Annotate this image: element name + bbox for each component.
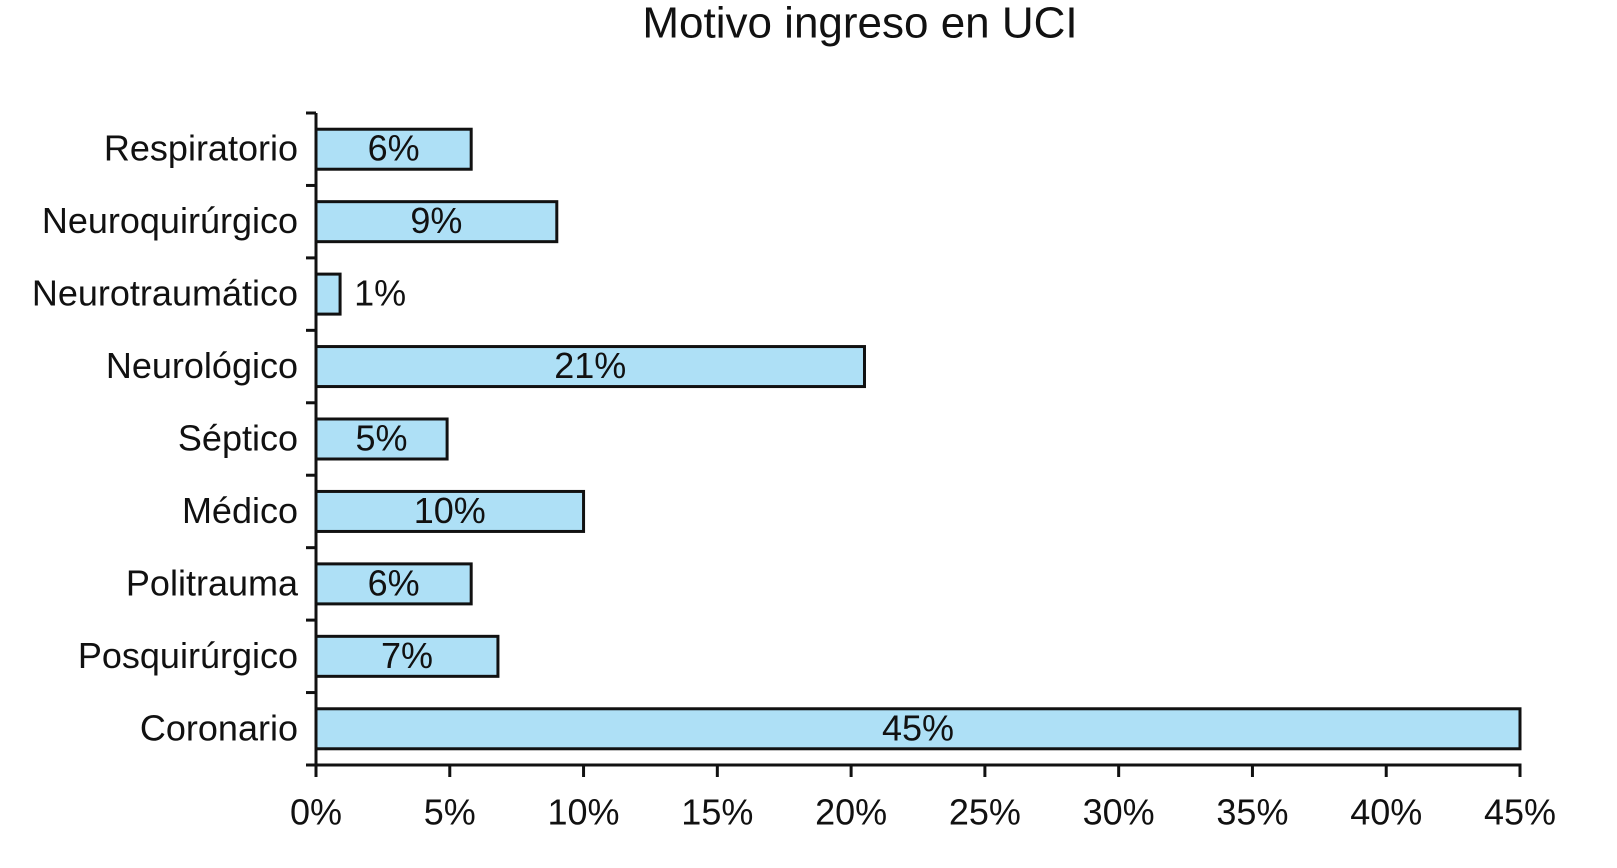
x-tick-label: 30% bbox=[1083, 792, 1155, 833]
bar bbox=[314, 272, 342, 316]
bar bbox=[314, 417, 449, 461]
y-tick-label: Respiratorio bbox=[104, 128, 298, 169]
x-tick-label: 45% bbox=[1484, 792, 1556, 833]
y-tick-label: Neurológico bbox=[106, 345, 298, 386]
x-tick-label: 25% bbox=[949, 792, 1021, 833]
x-tick-label: 40% bbox=[1350, 792, 1422, 833]
value-label: 6% bbox=[368, 562, 420, 603]
bar bbox=[314, 707, 1522, 751]
bar bbox=[314, 127, 473, 171]
x-tick-label: 0% bbox=[290, 792, 342, 833]
bar bbox=[314, 562, 473, 606]
value-label: 10% bbox=[414, 490, 486, 531]
value-label: 6% bbox=[368, 128, 420, 169]
x-tick-label: 5% bbox=[424, 792, 476, 833]
y-tick-label: Politrauma bbox=[126, 562, 299, 603]
bar bbox=[314, 345, 866, 389]
bar bbox=[314, 489, 586, 533]
y-tick-label: Séptico bbox=[178, 418, 298, 459]
value-label: 45% bbox=[882, 707, 954, 748]
x-tick-label: 20% bbox=[815, 792, 887, 833]
x-tick-label: 10% bbox=[548, 792, 620, 833]
bar bbox=[314, 634, 500, 678]
y-tick-label: Coronario bbox=[140, 707, 298, 748]
y-tick-label: Médico bbox=[182, 490, 298, 531]
value-label: 7% bbox=[381, 635, 433, 676]
value-label: 1% bbox=[354, 273, 406, 314]
x-tick-label: 35% bbox=[1216, 792, 1288, 833]
y-tick-label: Posquirúrgico bbox=[78, 635, 298, 676]
value-label: 5% bbox=[356, 418, 408, 459]
value-label: 9% bbox=[410, 200, 462, 241]
y-tick-label: Neuroquirúrgico bbox=[42, 200, 298, 241]
bar bbox=[314, 200, 559, 244]
value-label: 21% bbox=[554, 345, 626, 386]
y-tick-label: Neurotraumático bbox=[32, 273, 298, 314]
x-tick-label: 15% bbox=[681, 792, 753, 833]
chart-title: Motivo ingreso en UCI bbox=[642, 0, 1077, 48]
